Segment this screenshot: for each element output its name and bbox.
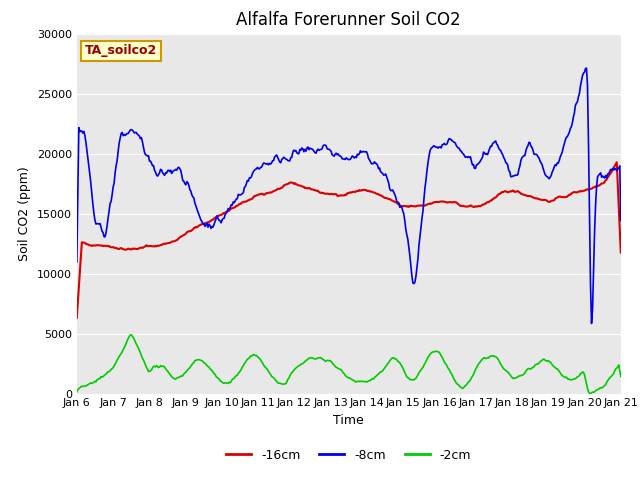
X-axis label: Time: Time	[333, 414, 364, 427]
Text: TA_soilco2: TA_soilco2	[85, 44, 157, 58]
Title: Alfalfa Forerunner Soil CO2: Alfalfa Forerunner Soil CO2	[237, 11, 461, 29]
Y-axis label: Soil CO2 (ppm): Soil CO2 (ppm)	[19, 166, 31, 261]
Legend: -16cm, -8cm, -2cm: -16cm, -8cm, -2cm	[221, 444, 476, 467]
